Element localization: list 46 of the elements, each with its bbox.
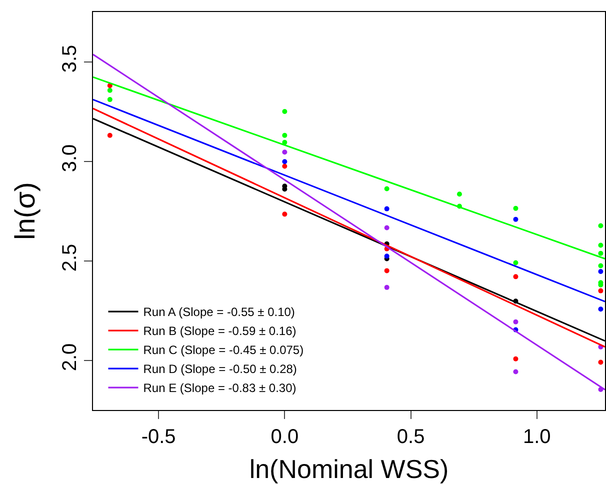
point [282,159,288,164]
point [282,164,288,169]
point [513,356,518,362]
point [384,206,390,212]
point [384,254,390,259]
point [513,274,518,280]
point [513,260,518,266]
point [598,263,604,268]
point [107,97,112,102]
point [456,192,462,197]
point [107,88,112,93]
point [384,268,390,274]
y-axis-title: ln(σ) [10,182,41,240]
legend-label: Run B (Slope = -0.59 ± 0.16) [143,324,296,338]
legend-label: Run C (Slope = -0.45 ± 0.075) [143,343,304,358]
legend-label: Run A (Slope = -0.55 ± 0.10) [143,305,295,320]
legend-label: Run E (Slope = -0.83 ± 0.30) [143,381,296,396]
point [384,284,390,290]
point [598,306,604,312]
x-tick-label: 0.5 [396,426,425,448]
point [384,225,390,230]
point [282,132,288,138]
point [513,206,518,211]
y-tick-label: 2.0 [59,343,81,372]
legend-label: Run D (Slope = -0.50 ± 0.28) [143,362,297,376]
y-tick-label: 3.5 [59,44,81,73]
point [598,242,604,248]
point [384,186,390,192]
x-axis-title: ln(Nominal WSS) [249,454,449,484]
x-tick-label: 1.0 [522,426,551,448]
point [513,216,518,222]
point [598,288,604,294]
y-tick-label: 2.5 [59,244,81,272]
x-tick-label: -0.5 [141,426,176,448]
x-tick-label: 0.0 [270,426,299,448]
point [598,360,604,365]
point [282,212,288,217]
y-tick-label: 3.0 [59,144,81,172]
point [107,132,112,138]
point [282,109,288,114]
point [598,250,604,256]
point [598,269,604,274]
point [282,150,288,155]
point [513,319,518,324]
point [513,369,518,374]
point [598,223,604,228]
